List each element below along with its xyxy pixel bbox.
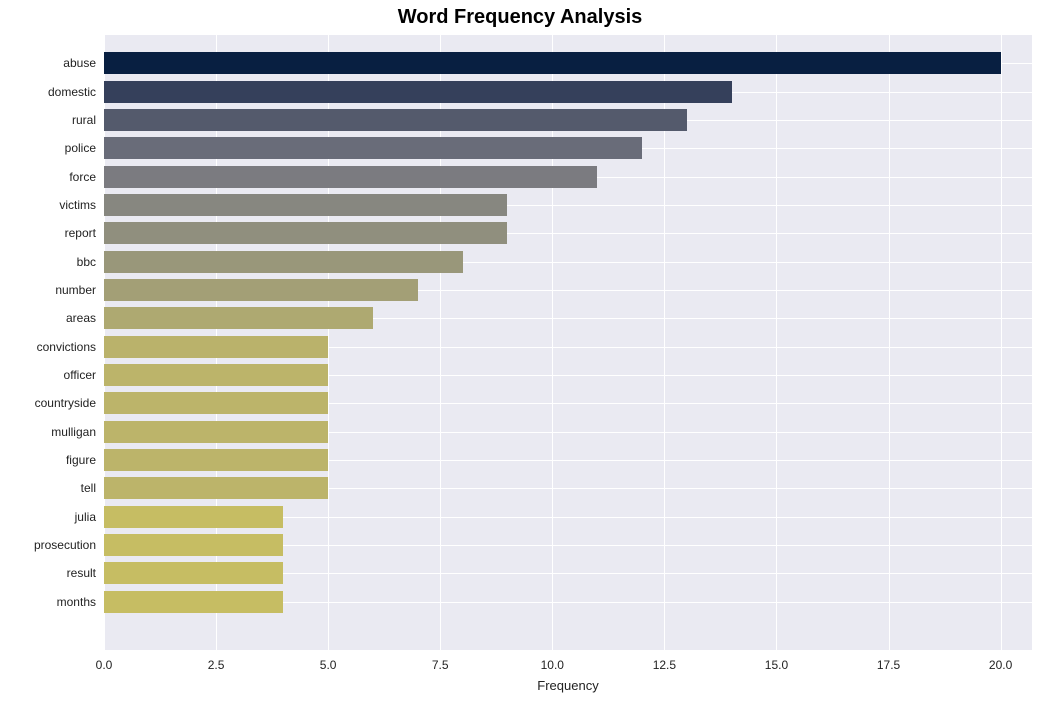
bar xyxy=(104,591,283,613)
y-tick-label: countryside xyxy=(35,396,96,410)
x-axis-title: Frequency xyxy=(104,678,1032,693)
bar xyxy=(104,506,283,528)
bar xyxy=(104,562,283,584)
x-tick-label: 20.0 xyxy=(989,658,1012,672)
bar xyxy=(104,194,507,216)
bar xyxy=(104,222,507,244)
y-tick-label: mulligan xyxy=(51,425,96,439)
y-tick-label: prosecution xyxy=(34,538,96,552)
y-tick-label: victims xyxy=(59,198,96,212)
y-tick-label: convictions xyxy=(37,340,96,354)
y-tick-label: julia xyxy=(75,510,96,524)
y-tick-label: result xyxy=(67,566,96,580)
y-tick-label: months xyxy=(57,595,96,609)
bar xyxy=(104,364,328,386)
chart-title: Word Frequency Analysis xyxy=(0,6,1040,29)
x-gridline xyxy=(889,35,890,650)
chart-container: Word Frequency Analysis Frequency abuse d… xyxy=(0,0,1040,701)
y-tick-label: police xyxy=(65,141,96,155)
y-tick-label: abuse xyxy=(63,56,96,70)
x-tick-label: 12.5 xyxy=(653,658,676,672)
bar xyxy=(104,81,732,103)
bar xyxy=(104,52,1001,74)
bar xyxy=(104,392,328,414)
bar xyxy=(104,307,373,329)
y-tick-label: tell xyxy=(81,481,96,495)
y-tick-label: figure xyxy=(66,453,96,467)
bar xyxy=(104,251,463,273)
bar xyxy=(104,421,328,443)
y-tick-label: rural xyxy=(72,113,96,127)
y-tick-label: bbc xyxy=(77,255,96,269)
bar xyxy=(104,109,687,131)
x-tick-label: 0.0 xyxy=(96,658,113,672)
bar xyxy=(104,137,642,159)
x-gridline xyxy=(776,35,777,650)
bar xyxy=(104,279,418,301)
plot-area xyxy=(104,35,1032,650)
y-tick-label: number xyxy=(55,283,96,297)
x-tick-label: 15.0 xyxy=(765,658,788,672)
bar xyxy=(104,477,328,499)
x-tick-label: 7.5 xyxy=(432,658,449,672)
bar xyxy=(104,336,328,358)
y-tick-label: report xyxy=(65,226,96,240)
y-tick-label: areas xyxy=(66,311,96,325)
x-tick-label: 2.5 xyxy=(208,658,225,672)
bar xyxy=(104,449,328,471)
bar xyxy=(104,166,597,188)
y-tick-label: force xyxy=(69,170,96,184)
y-tick-label: officer xyxy=(64,368,96,382)
x-tick-label: 10.0 xyxy=(541,658,564,672)
x-tick-label: 5.0 xyxy=(320,658,337,672)
x-tick-label: 17.5 xyxy=(877,658,900,672)
bar xyxy=(104,534,283,556)
x-gridline xyxy=(1001,35,1002,650)
y-tick-label: domestic xyxy=(48,85,96,99)
